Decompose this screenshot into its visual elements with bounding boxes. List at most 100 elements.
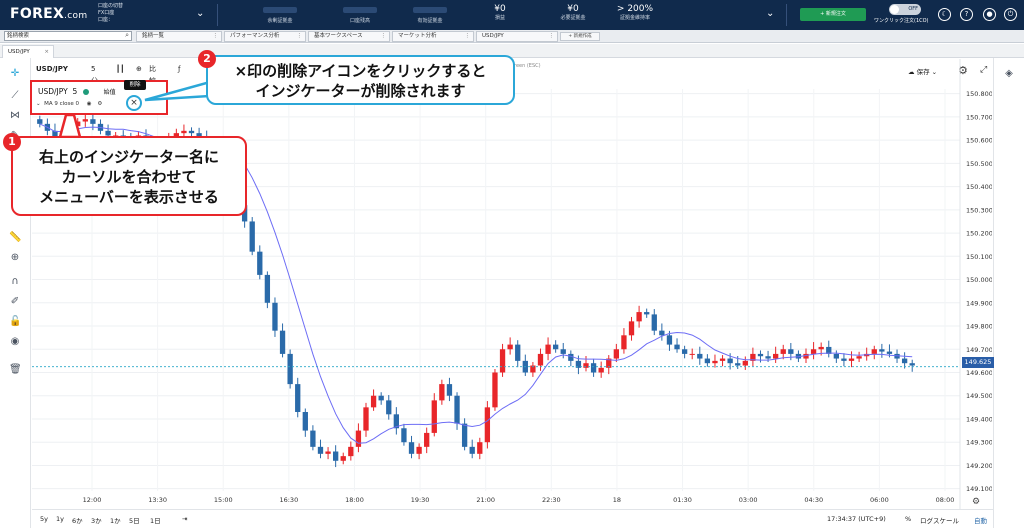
- magnet-icon[interactable]: ∩: [11, 276, 19, 287]
- new-order-button[interactable]: + 新規注文: [800, 8, 866, 21]
- collapse-icon[interactable]: ⌄: [36, 101, 41, 107]
- header-symbol[interactable]: USD/JPY: [36, 65, 68, 73]
- candle: [606, 358, 612, 368]
- candle: [257, 251, 263, 275]
- x-tick-label: 15:00: [214, 496, 233, 504]
- stay-drawing-icon[interactable]: ✐: [10, 296, 20, 307]
- step-1-badge: 1: [3, 133, 21, 151]
- range-1d[interactable]: 1日: [150, 517, 161, 525]
- candle: [241, 205, 248, 222]
- candle: [302, 411, 308, 431]
- chevron-down-icon[interactable]: ⌄: [196, 8, 205, 19]
- chevron-down-icon[interactable]: ⌄: [766, 8, 775, 19]
- eye-icon[interactable]: ◉: [86, 101, 92, 107]
- candle: [333, 451, 339, 461]
- x-tick-label: 18: [613, 496, 621, 504]
- range-1m[interactable]: 1か: [110, 517, 121, 525]
- x-tick-label: 22:30: [542, 496, 561, 504]
- stat-margin-ratio: > 200% 証拠金維持率: [616, 4, 654, 21]
- add-compare-icon[interactable]: ⊕: [136, 65, 142, 73]
- auto-scale-toggle[interactable]: 自動: [974, 517, 987, 525]
- y-tick-label: 150.300: [966, 206, 992, 214]
- cloud-icon: ☁: [908, 68, 915, 76]
- x-tick-label: 18:00: [345, 496, 364, 504]
- lock-icon[interactable]: 🔓: [9, 316, 22, 327]
- range-5d[interactable]: 5日: [129, 517, 140, 525]
- indicator-icon[interactable]: ƒ: [178, 65, 181, 73]
- candle: [757, 353, 764, 357]
- drawing-toolbar: ✛ ⟋ ⋈ ✎ 📏 ⊕ ∩ ✐ 🔓 ◉ 🗑: [0, 58, 31, 528]
- candle: [310, 430, 316, 447]
- candle: [287, 353, 293, 385]
- eye-icon[interactable]: ◉: [10, 336, 20, 347]
- range-1y[interactable]: 1y: [56, 515, 64, 523]
- delete-indicator-button[interactable]: ×: [126, 95, 142, 111]
- y-tick-label: 150.000: [966, 276, 992, 284]
- layers-icon[interactable]: ◈: [1005, 68, 1013, 79]
- candle: [272, 302, 278, 331]
- fullscreen-icon[interactable]: ⤢: [980, 65, 988, 75]
- go-to-date-icon[interactable]: ⇥: [182, 515, 188, 523]
- close-icon[interactable]: ×: [44, 49, 49, 55]
- log-scale-toggle[interactable]: ログスケール: [920, 517, 959, 525]
- save-button[interactable]: ☁ 保存 ⌄: [908, 68, 938, 76]
- candle: [393, 414, 399, 429]
- tab-usdjpy[interactable]: USD/JPY ⋮: [476, 31, 558, 42]
- step-2-badge: 2: [198, 50, 216, 68]
- tab-basic-workspace[interactable]: 基本ワークスペース ⋮: [308, 31, 390, 42]
- tab-symbol-list[interactable]: 銘柄一覧 ⋮: [136, 31, 222, 42]
- zoom-in-icon[interactable]: ⊕: [10, 252, 20, 263]
- range-3m[interactable]: 3か: [91, 517, 102, 525]
- power-icon[interactable]: ⏻: [1004, 8, 1017, 21]
- candle: [773, 353, 779, 359]
- candle: [530, 365, 536, 373]
- chart-tab[interactable]: USD/JPY ×: [2, 45, 54, 58]
- gear-icon[interactable]: ⚙: [958, 64, 968, 77]
- indicator-legend: USD/JPY 5 始值 ⌄ MA 9 close 0 ◉ ⚙: [30, 80, 168, 115]
- tab-market-analysis[interactable]: マーケット分析 ⋮: [392, 31, 474, 42]
- candle: [560, 349, 566, 354]
- y-tick-label: 149.900: [966, 299, 992, 307]
- price-chart[interactable]: 150.800 150.700 150.600 150.500 150.400 150.3…: [32, 59, 992, 509]
- new-tab-button[interactable]: + 新規作成: [560, 32, 600, 41]
- trend-line-icon[interactable]: ⟋: [11, 90, 19, 101]
- fib-icon[interactable]: ⋈: [10, 110, 20, 121]
- last-price-tag: 149.625: [962, 357, 994, 368]
- candle: [765, 356, 771, 359]
- candle-type-icon[interactable]: ┃┃: [116, 65, 125, 73]
- forex-logo[interactable]: FOREX.com: [10, 6, 88, 22]
- callout-step-1: 右上のインジケーター名に カーソルを合わせて メニューバーを表示させる: [11, 136, 247, 216]
- indicator-name[interactable]: MA 9 close 0: [44, 101, 80, 107]
- crosshair-icon[interactable]: ✛: [10, 68, 20, 79]
- user-icon[interactable]: ●: [983, 8, 996, 21]
- candle: [879, 349, 885, 352]
- close-icon[interactable]: ×: [130, 98, 138, 108]
- candle: [82, 119, 88, 122]
- candle: [507, 344, 513, 350]
- moon-icon[interactable]: ☾: [938, 8, 951, 21]
- y-tick-label: 149.800: [966, 323, 992, 331]
- one-click-toggle[interactable]: OFF: [889, 4, 921, 15]
- x-tick-label: 21:00: [476, 496, 495, 504]
- clock-time[interactable]: 17:34:37 (UTC+9): [827, 515, 886, 523]
- symbol-search-input[interactable]: 銘柄検索 ⌕: [4, 31, 132, 41]
- candle: [735, 363, 741, 366]
- tab-performance[interactable]: パフォーマンス分析 ⋮: [224, 31, 306, 42]
- account-switcher[interactable]: 口座の切替 FX口座 口座：: [98, 3, 123, 24]
- y-tick-label: 149.600: [966, 369, 992, 377]
- percent-toggle[interactable]: %: [905, 515, 912, 523]
- settings-icon[interactable]: ⚙: [97, 101, 103, 107]
- delete-tooltip: 削除: [124, 80, 146, 90]
- search-icon[interactable]: ⌕: [125, 31, 129, 39]
- candle: [348, 446, 354, 457]
- legend-indicator-row[interactable]: ⌄ MA 9 close 0 ◉ ⚙: [36, 101, 102, 107]
- range-5y[interactable]: 5y: [40, 515, 48, 523]
- range-6m[interactable]: 6か: [72, 517, 83, 525]
- help-icon[interactable]: ?: [960, 8, 973, 21]
- candle: [431, 400, 437, 433]
- trash-icon[interactable]: 🗑: [9, 364, 22, 375]
- y-tick-label: 149.500: [966, 392, 992, 400]
- candle: [742, 360, 748, 366]
- candle: [461, 423, 468, 447]
- ruler-icon[interactable]: 📏: [9, 232, 22, 243]
